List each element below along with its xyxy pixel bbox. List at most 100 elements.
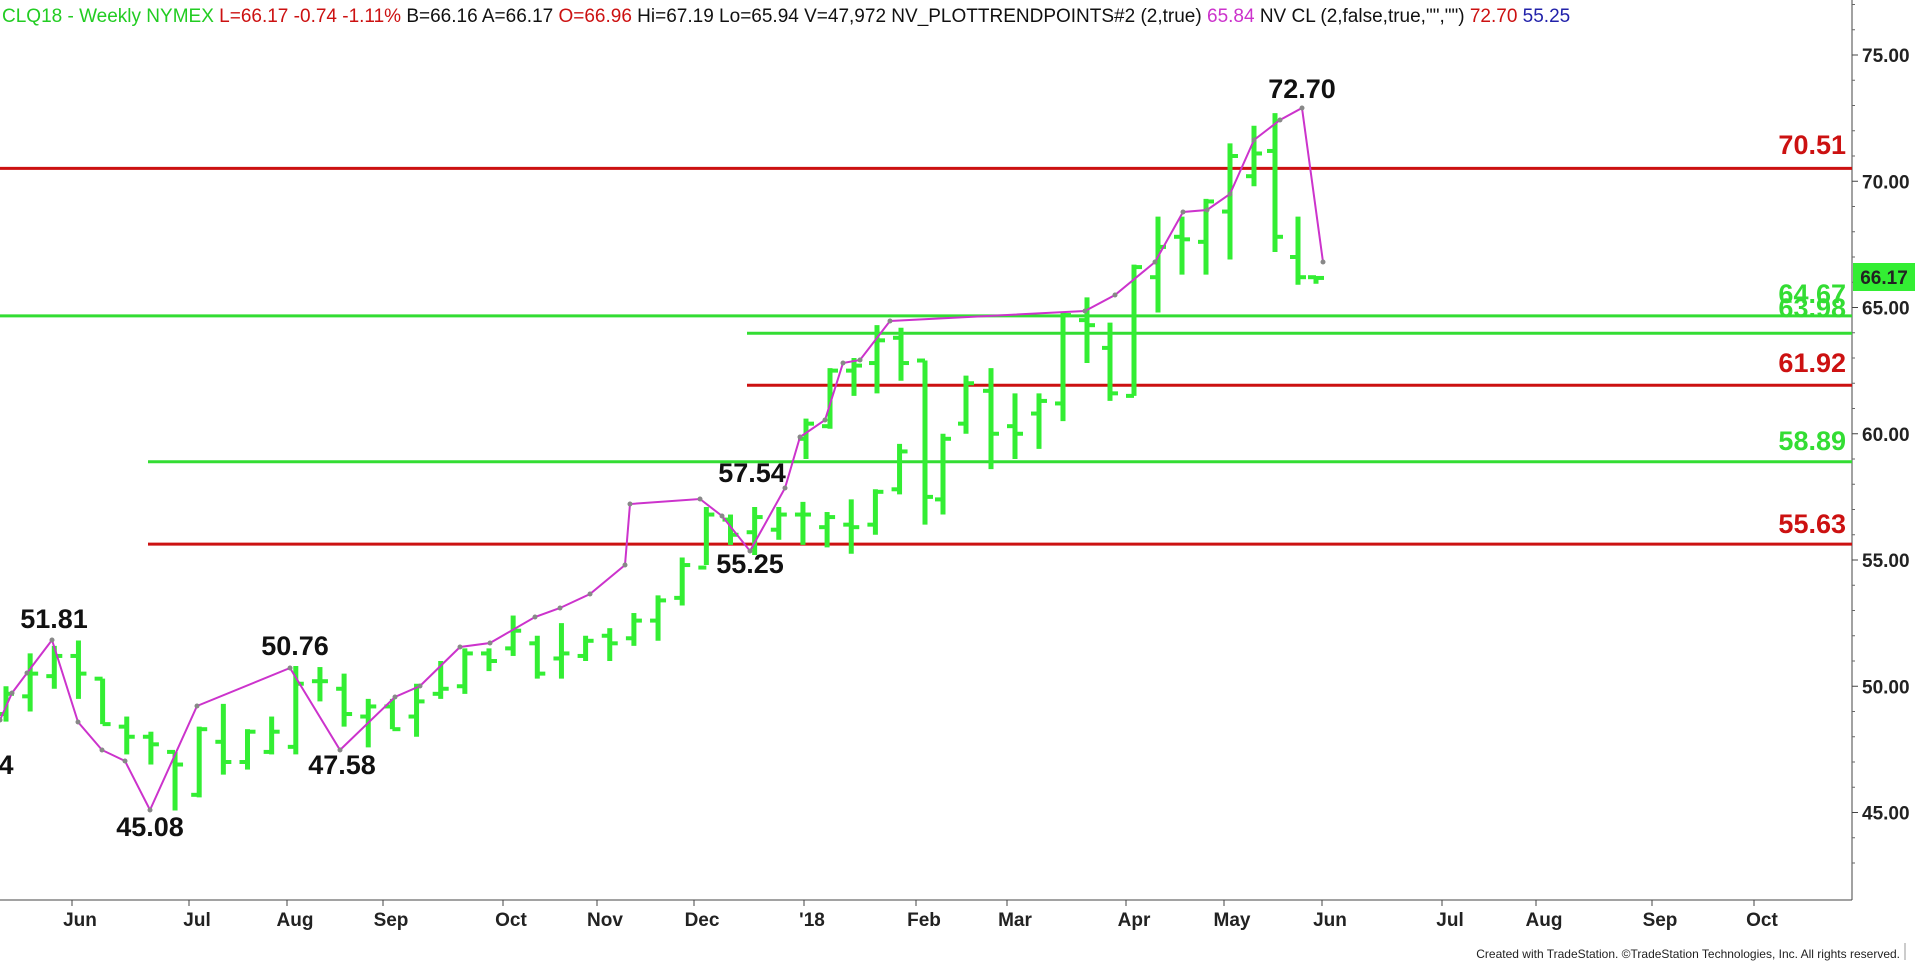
ohlc-bar [1102, 322, 1118, 401]
trend-point [1251, 137, 1257, 143]
trend-point [1180, 209, 1186, 215]
ohlc-bar [650, 595, 667, 641]
x-tick-label: Sep [374, 910, 409, 931]
ohlc-bar [843, 499, 860, 554]
chart-header: CLQ18 - Weekly NYMEX L=66.17 -0.74 -1.11… [2, 6, 1570, 27]
ohlc-bar [384, 698, 401, 732]
ohlc-bar [869, 325, 885, 394]
pivot-label-50.76: 50.76 [261, 631, 329, 661]
ohlc-bar [118, 716, 135, 755]
ohlc-bar [822, 368, 838, 429]
x-tick-label: Jun [63, 910, 97, 931]
trend-point [1299, 105, 1305, 111]
ohlc-bar [481, 648, 497, 672]
x-tick-label: Dec [685, 910, 720, 931]
ohlc-bar [1246, 125, 1262, 187]
y-tick-label: 65.00 [1862, 299, 1910, 320]
x-tick-label: Oct [495, 910, 527, 931]
ohlc-bar [770, 506, 787, 540]
trend-point [1152, 259, 1158, 265]
trend-line [0, 105, 1326, 813]
ohlc-bars [0, 113, 1324, 811]
y-tick-label: 55.00 [1862, 551, 1910, 572]
y-tick-label: 50.00 [1862, 677, 1910, 698]
ohlc-bar [577, 635, 594, 661]
trend-point [49, 637, 55, 643]
trend-point [627, 501, 633, 507]
trend-point [857, 357, 863, 363]
x-tick-label: Jul [183, 910, 210, 931]
ohlc-bar [408, 683, 425, 737]
ohlc-bar [1031, 393, 1047, 449]
ohlc-bar [674, 557, 691, 606]
ohlc-bar [553, 623, 570, 679]
x-tick-label: Jul [1436, 910, 1463, 931]
trend-point [557, 605, 563, 611]
pivot-label-4: 4 [0, 750, 14, 780]
x-tick-label: Mar [998, 910, 1032, 931]
trend-point [337, 747, 343, 753]
credit-text: Created with TradeStation. ©TradeStation… [1476, 947, 1900, 961]
trend-point [75, 719, 81, 725]
trend-point [622, 562, 628, 568]
ohlc-bar [1150, 216, 1166, 313]
trend-point [1204, 207, 1210, 213]
ohlc-bar [1126, 264, 1142, 398]
ohlc-bar [263, 716, 280, 755]
ohlc-bar [1222, 143, 1238, 260]
pivot-labels: 51.81 45.08 50.76 47.58 57.54 55.25 72.70 4 [0, 74, 1336, 842]
level-label-58.89: 58.89 [1778, 426, 1846, 456]
trend-point [99, 747, 105, 753]
last-price-marker: 66.17 [1853, 263, 1915, 291]
trend-point [147, 807, 153, 813]
trend-point [0, 717, 3, 723]
ohlc-bar [846, 358, 862, 396]
last-price-label: 66.17 [1860, 268, 1908, 289]
ohlc-bar [22, 653, 39, 712]
header-item: V=47,972 [799, 6, 886, 27]
ohlc-bar [505, 615, 522, 656]
ohlc-bar [819, 512, 836, 548]
trend-point [587, 591, 593, 597]
x-tick-label: Jun [1313, 910, 1347, 931]
pivot-label-57.54: 57.54 [718, 458, 786, 488]
trend-point [1320, 259, 1326, 265]
ohlc-bar [46, 645, 63, 689]
trend-point [747, 548, 753, 554]
trend-point [122, 758, 128, 764]
header-item: NV CL (2,false,true,"","") [1255, 6, 1465, 27]
header-item: 65.84 [1202, 6, 1255, 27]
header-item: NYMEX [141, 6, 214, 27]
ohlc-bar [893, 327, 909, 381]
trend-point [887, 318, 893, 324]
trend-point [392, 694, 398, 700]
ohlc-bar [891, 443, 908, 495]
trend-point [1082, 308, 1088, 314]
ohlc-bar [70, 640, 87, 699]
trend-point [457, 644, 463, 650]
trend-point [487, 640, 493, 646]
ohlc-bar [746, 506, 763, 555]
trend-point [697, 496, 703, 502]
ohlc-bar [432, 661, 449, 699]
x-tick-label: Sep [1643, 910, 1678, 931]
header-item: L=66.17 [214, 6, 289, 27]
pivot-label-45.08: 45.08 [116, 812, 184, 842]
x-tick-label: Aug [277, 910, 314, 931]
x-tick-label: '18 [799, 910, 825, 931]
ohlc-bar [336, 673, 353, 727]
ohlc-bar [311, 667, 328, 702]
ohlc-bar [917, 358, 933, 525]
ohlc-bar [698, 506, 715, 570]
trend-point [9, 690, 15, 696]
level-label-64.67: 64.67 [1778, 279, 1846, 309]
trend-point [719, 513, 725, 519]
ohlc-bar [215, 703, 232, 775]
y-tick-label: 75.00 [1862, 46, 1910, 67]
ohlc-bar [867, 489, 884, 535]
trend-point [194, 703, 200, 709]
x-tick-label: Feb [907, 910, 941, 931]
ohlc-bar [794, 501, 811, 545]
ohlc-bar [142, 731, 159, 765]
pivot-label-47.58: 47.58 [308, 750, 376, 780]
